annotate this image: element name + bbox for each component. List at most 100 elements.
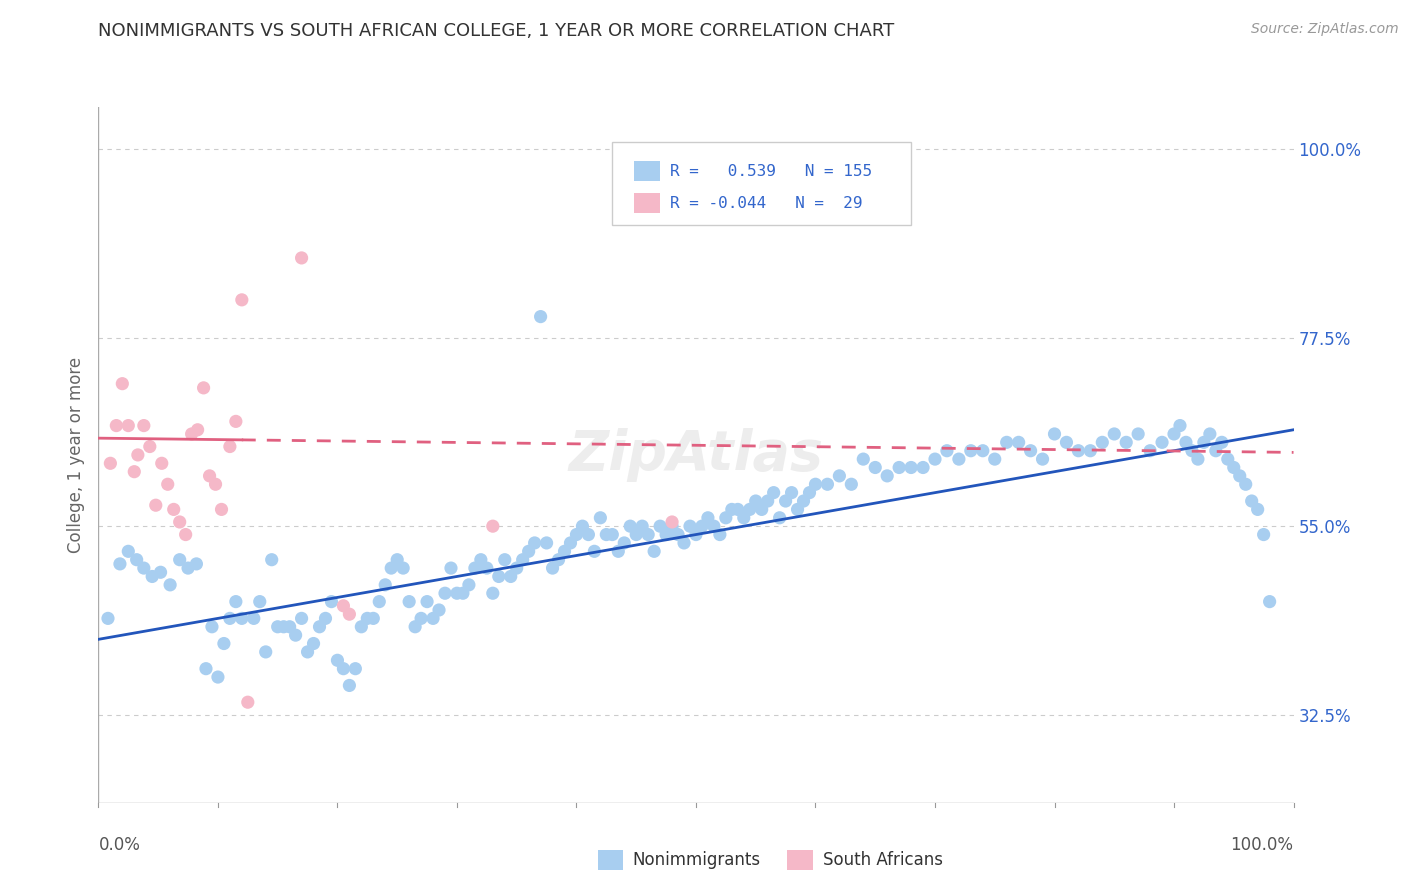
Point xyxy=(775,494,797,508)
Point xyxy=(108,557,131,571)
Point xyxy=(180,427,202,442)
Point xyxy=(186,557,208,571)
Point xyxy=(948,452,970,467)
Point xyxy=(374,578,396,592)
Point xyxy=(267,620,290,634)
Point xyxy=(799,485,821,500)
Point xyxy=(494,552,516,566)
Point xyxy=(786,502,808,516)
Point xyxy=(212,636,235,650)
Point xyxy=(201,620,224,634)
Point xyxy=(231,293,253,307)
Point xyxy=(841,477,863,491)
Point xyxy=(1168,418,1191,433)
Point xyxy=(225,594,247,608)
Point xyxy=(768,510,790,524)
Point xyxy=(1234,477,1257,491)
Point xyxy=(470,552,492,566)
Point xyxy=(1163,427,1185,442)
Point xyxy=(169,515,191,529)
Point xyxy=(685,527,707,541)
Point xyxy=(1150,435,1173,450)
FancyBboxPatch shape xyxy=(634,161,661,181)
Point xyxy=(936,443,959,458)
Point xyxy=(703,519,725,533)
Point xyxy=(924,452,946,467)
Point xyxy=(163,502,186,516)
Point xyxy=(1067,443,1090,458)
Point xyxy=(804,477,827,491)
Point xyxy=(385,552,409,566)
Point xyxy=(714,510,737,524)
Point xyxy=(738,502,761,516)
Point xyxy=(1175,435,1198,450)
Text: 0.0%: 0.0% xyxy=(98,837,141,855)
Text: R =   0.539   N = 155: R = 0.539 N = 155 xyxy=(669,163,872,178)
Point xyxy=(451,586,474,600)
Point xyxy=(780,485,803,500)
Point xyxy=(458,578,481,592)
Point xyxy=(344,662,367,676)
Point xyxy=(411,611,433,625)
Point xyxy=(350,620,373,634)
Point xyxy=(1181,443,1204,458)
Point xyxy=(117,544,139,558)
Point xyxy=(828,468,851,483)
Point xyxy=(139,440,162,454)
Point xyxy=(972,443,994,458)
Point xyxy=(512,552,534,566)
Point xyxy=(111,376,134,391)
Point xyxy=(243,611,266,625)
Point xyxy=(150,456,173,470)
Point xyxy=(1187,452,1209,467)
Point xyxy=(105,418,128,433)
Point xyxy=(475,561,498,575)
Point xyxy=(481,519,505,533)
Text: ZipAtlas: ZipAtlas xyxy=(568,428,824,482)
Point xyxy=(1246,502,1268,516)
Point xyxy=(1080,443,1102,458)
Point xyxy=(560,536,582,550)
Point xyxy=(655,527,678,541)
Point xyxy=(637,527,659,541)
Point xyxy=(709,527,731,541)
Point xyxy=(302,636,325,650)
Text: South Africans: South Africans xyxy=(823,851,942,869)
Point xyxy=(211,502,233,516)
Point xyxy=(398,594,420,608)
Point xyxy=(321,594,343,608)
Point xyxy=(1192,435,1215,450)
Point xyxy=(132,561,155,575)
Point xyxy=(815,477,838,491)
Point xyxy=(1198,427,1220,442)
Point xyxy=(1258,594,1281,608)
Point xyxy=(648,519,672,533)
Point xyxy=(506,561,529,575)
Point xyxy=(727,502,749,516)
Point xyxy=(174,527,197,541)
Point xyxy=(721,502,744,516)
Point xyxy=(198,468,221,483)
Point xyxy=(368,594,391,608)
Point xyxy=(1222,460,1246,475)
Point xyxy=(1115,435,1137,450)
Point xyxy=(380,561,402,575)
Point xyxy=(984,452,1007,467)
Point xyxy=(1102,427,1125,442)
Point xyxy=(666,527,689,541)
Point xyxy=(291,251,314,265)
FancyBboxPatch shape xyxy=(634,194,661,213)
Point xyxy=(679,519,702,533)
Point xyxy=(900,460,922,475)
Point xyxy=(1216,452,1239,467)
Point xyxy=(1253,527,1275,541)
Point xyxy=(225,414,247,428)
FancyBboxPatch shape xyxy=(613,142,911,226)
Point xyxy=(1054,435,1078,450)
Point xyxy=(1240,494,1263,508)
Point xyxy=(278,620,301,634)
Point xyxy=(863,460,887,475)
Point xyxy=(273,620,295,634)
Point xyxy=(156,477,179,491)
Point xyxy=(117,418,139,433)
